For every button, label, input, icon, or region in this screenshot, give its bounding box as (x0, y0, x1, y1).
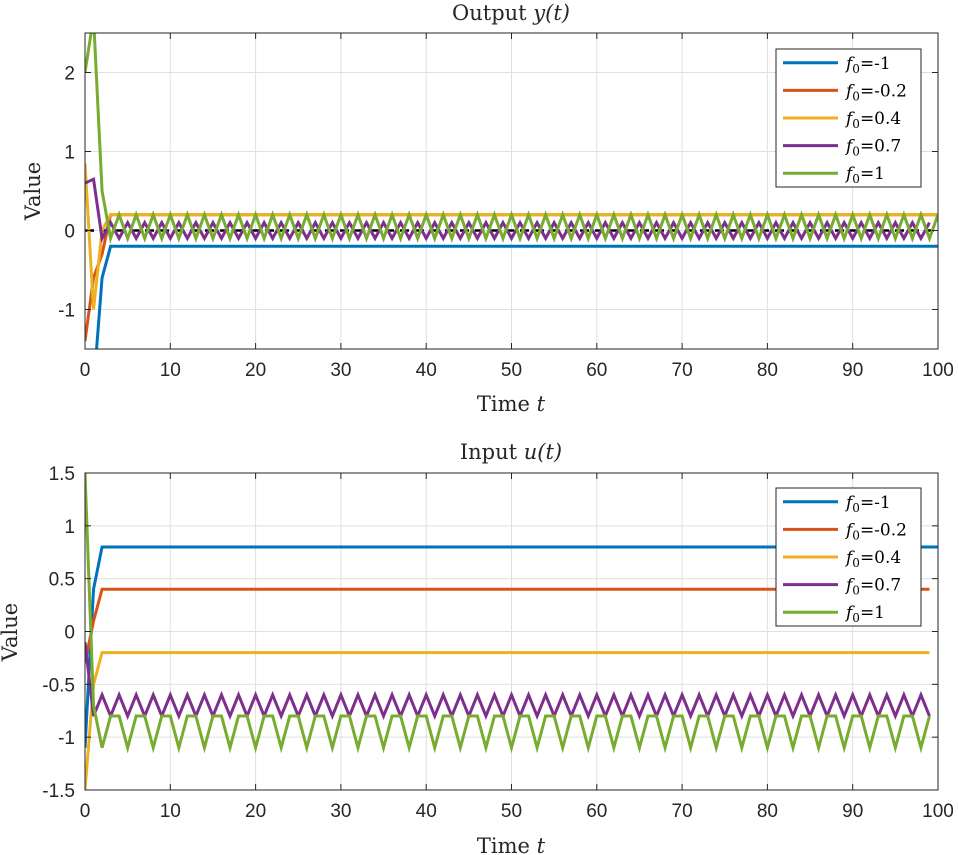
x-tick-label: 30 (330, 801, 351, 822)
output-y-axis-label: Value (21, 162, 45, 221)
x-tick-label: 60 (586, 801, 607, 822)
legend-label-4: f0=1 (844, 164, 885, 186)
y-tick-label: -0.5 (42, 675, 75, 696)
y-tick-label: 0 (64, 222, 75, 243)
x-tick-label: 20 (245, 801, 266, 822)
x-tick-label: 50 (501, 360, 522, 381)
y-tick-label: 0.5 (49, 570, 75, 591)
legend-label-2: f0=0.4 (844, 548, 901, 570)
series-line-4 (85, 473, 931, 754)
legend-label-1: f0=-0.2 (844, 81, 907, 103)
y-tick-label: 2 (64, 64, 75, 85)
x-tick-label: 60 (586, 360, 607, 381)
y-tick-label: -1 (58, 728, 75, 749)
legend-label-3: f0=0.7 (844, 576, 901, 598)
output-chart: Output y(t) 0 10 20 30 40 50 60 70 80 90 100 -1 0 1 2 f… (21, 1, 954, 416)
output-x-axis-label: Time t (477, 392, 546, 416)
output-chart-title: Output y(t) (452, 1, 570, 25)
x-tick-label: 100 (922, 360, 954, 381)
legend-label-3: f0=0.7 (844, 137, 901, 159)
legend-label-2: f0=0.4 (844, 109, 901, 131)
legend-label-1: f0=-0.2 (844, 520, 907, 542)
legend-label-0: f0=-1 (844, 493, 891, 515)
x-tick-label: 70 (672, 801, 693, 822)
x-tick-label: 90 (842, 801, 863, 822)
y-tick-label: 1 (64, 143, 75, 164)
series-line-1 (85, 587, 930, 664)
series-line-0 (95, 244, 938, 349)
input-axes: 0 10 20 30 40 50 60 70 80 90 100 -1.5 -1 -0.5 0 0.5 1 1.5… (42, 464, 954, 822)
x-tick-label: 50 (501, 801, 522, 822)
x-tick-label: 0 (80, 360, 91, 381)
input-chart: Input u(t) 0 10 20 30 40 50 60 70 80 90 100-1.5-1-… (0, 440, 954, 855)
x-tick-label: 30 (330, 360, 351, 381)
x-tick-label: 10 (160, 801, 181, 822)
input-chart-title: Input u(t) (460, 440, 562, 464)
legend-label-0: f0=-1 (844, 54, 891, 76)
y-tick-label: 1.5 (49, 464, 75, 485)
series-line-3 (85, 641, 931, 721)
series-line-4 (85, 33, 938, 245)
x-tick-label: 90 (842, 360, 863, 381)
x-tick-label: 10 (160, 360, 181, 381)
x-tick-label: 40 (416, 801, 437, 822)
x-tick-label: 80 (757, 801, 778, 822)
y-tick-label: 1 (64, 517, 75, 538)
y-tick-label: -1 (58, 301, 75, 322)
input-x-axis-label: Time t (477, 834, 546, 855)
y-tick-label: -1.5 (42, 781, 75, 802)
x-tick-label: 20 (245, 360, 266, 381)
x-tick-label: 80 (757, 360, 778, 381)
x-tick-label: 40 (416, 360, 437, 381)
legend-label-4: f0=1 (844, 603, 885, 625)
y-tick-label: 0 (64, 623, 75, 644)
input-y-axis-label: Value (0, 603, 22, 662)
x-tick-label: 70 (672, 360, 693, 381)
legend: f0=-1 f0=-0.2 f0=0.4 f0=0.7 f0=1 (775, 48, 922, 188)
x-tick-label: 100 (922, 801, 954, 822)
legend: f0=-1 f0=-0.2 f0=0.4 f0=0.7 f0=1 (775, 487, 922, 627)
x-tick-label: 0 (80, 801, 91, 822)
